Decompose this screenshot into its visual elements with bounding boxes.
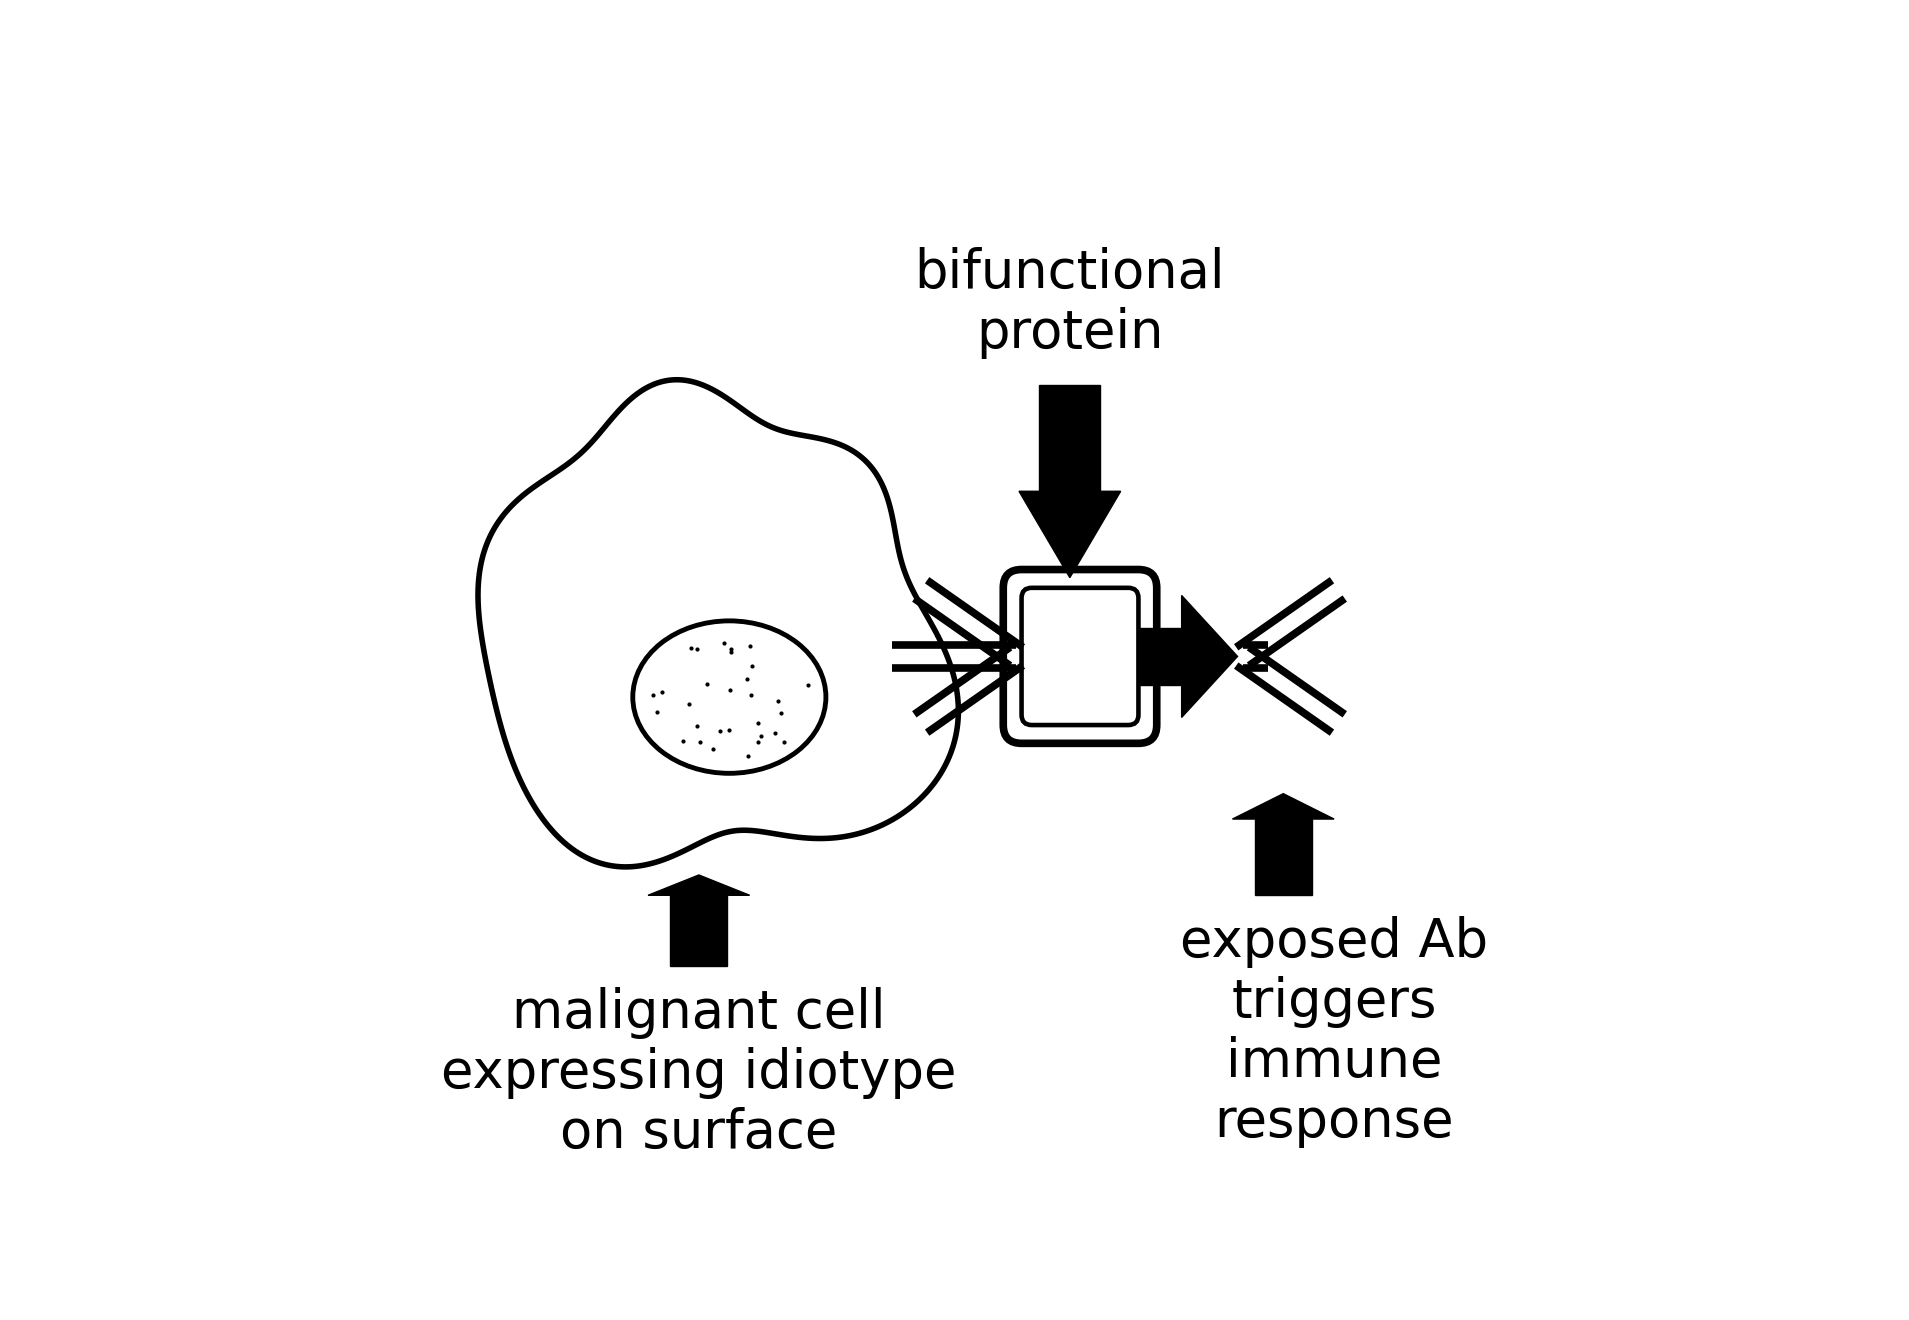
Polygon shape [1019,491,1121,578]
Polygon shape [647,875,750,895]
Text: bifunctional
protein: bifunctional protein [914,247,1226,359]
Polygon shape [1254,818,1311,895]
Text: exposed Ab
triggers
immune
response: exposed Ab triggers immune response [1180,916,1489,1148]
Polygon shape [670,895,727,966]
Polygon shape [1038,384,1100,491]
Text: malignant cell
expressing idiotype
on surface: malignant cell expressing idiotype on su… [441,987,956,1159]
Polygon shape [1182,595,1237,718]
Polygon shape [1138,628,1182,685]
Polygon shape [1233,793,1334,818]
